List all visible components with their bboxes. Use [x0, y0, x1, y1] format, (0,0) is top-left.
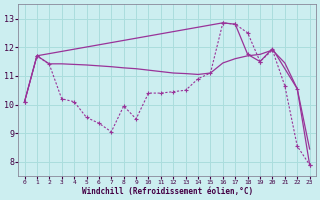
X-axis label: Windchill (Refroidissement éolien,°C): Windchill (Refroidissement éolien,°C): [82, 187, 253, 196]
